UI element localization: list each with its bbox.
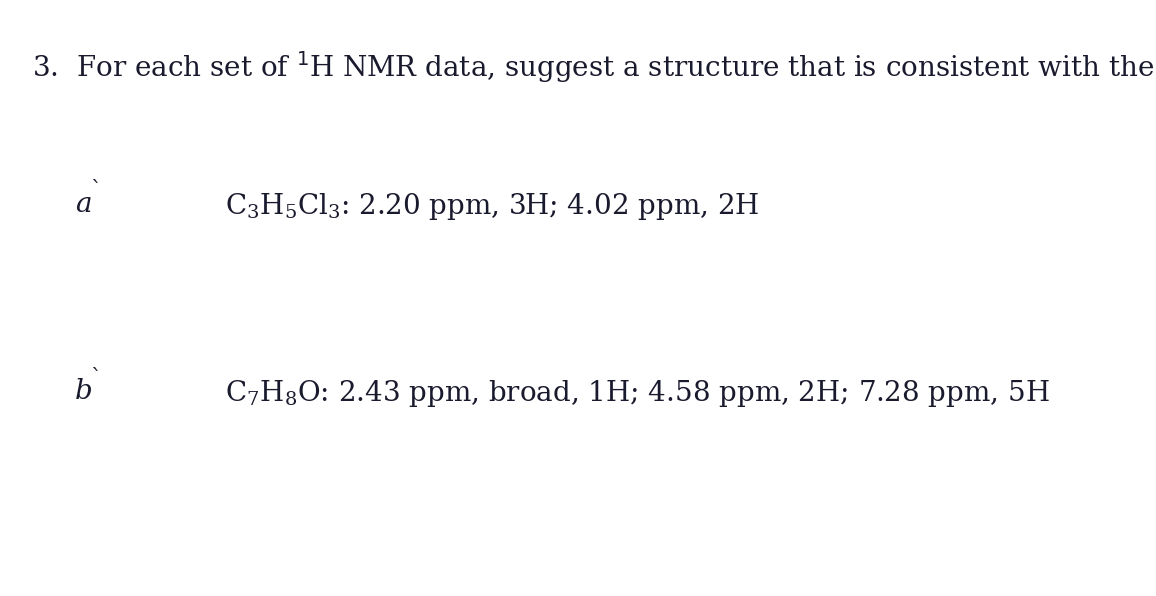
Text: a: a (75, 191, 91, 218)
Text: ˋ: ˋ (90, 368, 102, 390)
Text: 3.  For each set of $^{1}$H NMR data, suggest a structure that is consistent wit: 3. For each set of $^{1}$H NMR data, sug… (32, 49, 1156, 85)
Text: $\mathregular{C_3H_5Cl_3}$: 2.20 ppm, 3H; 4.02 ppm, 2H: $\mathregular{C_3H_5Cl_3}$: 2.20 ppm, 3H… (225, 191, 759, 222)
Text: $\mathregular{C_7H_8O}$: 2.43 ppm, broad, 1H; 4.58 ppm, 2H; 7.28 ppm, 5H: $\mathregular{C_7H_8O}$: 2.43 ppm, broad… (225, 378, 1050, 409)
Text: ˋ: ˋ (90, 180, 102, 202)
Text: b: b (75, 378, 92, 405)
